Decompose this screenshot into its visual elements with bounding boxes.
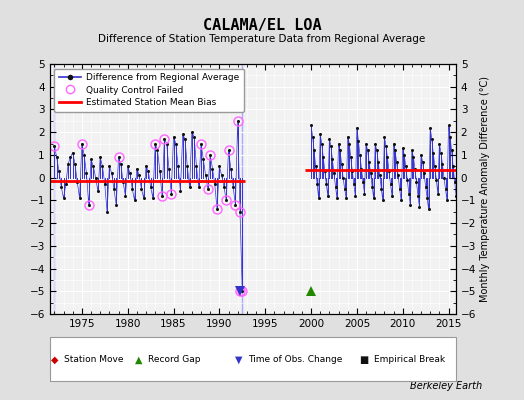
Text: ▼: ▼: [235, 355, 242, 365]
Text: Berkeley Earth: Berkeley Earth: [410, 381, 482, 391]
Text: Station Move: Station Move: [64, 356, 124, 364]
Text: ▲: ▲: [135, 355, 143, 365]
Text: ◆: ◆: [51, 355, 59, 365]
Legend: Difference from Regional Average, Quality Control Failed, Estimated Station Mean: Difference from Regional Average, Qualit…: [54, 68, 244, 112]
Y-axis label: Monthly Temperature Anomaly Difference (°C): Monthly Temperature Anomaly Difference (…: [481, 76, 490, 302]
Text: Empirical Break: Empirical Break: [374, 356, 445, 364]
Text: Record Gap: Record Gap: [148, 356, 201, 364]
Text: CALAMA/EL LOA: CALAMA/EL LOA: [203, 18, 321, 33]
Text: Time of Obs. Change: Time of Obs. Change: [248, 356, 342, 364]
Text: ■: ■: [359, 355, 369, 365]
Text: Difference of Station Temperature Data from Regional Average: Difference of Station Temperature Data f…: [99, 34, 425, 44]
